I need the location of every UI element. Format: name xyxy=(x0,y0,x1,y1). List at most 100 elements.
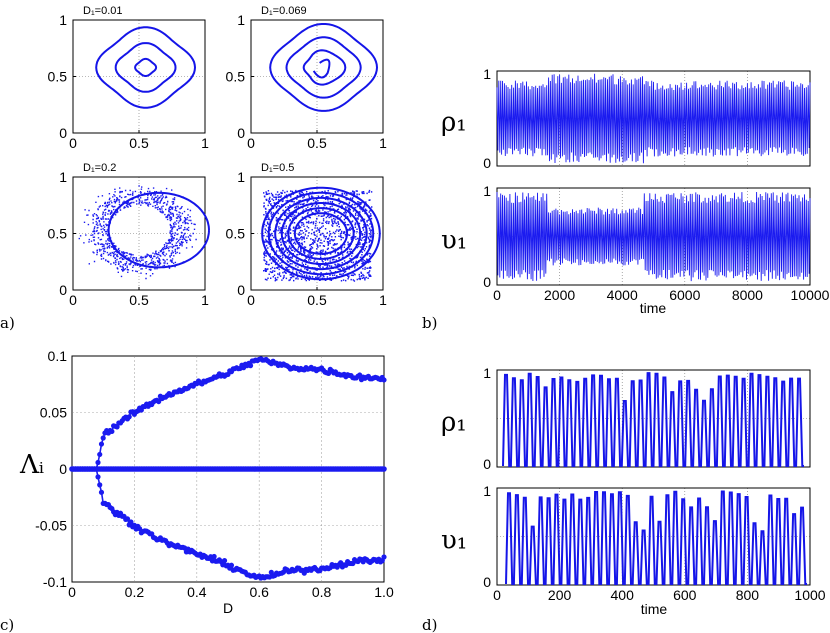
y-tick-label: 1 xyxy=(483,365,491,381)
data-point xyxy=(114,424,120,430)
data-point xyxy=(381,377,387,383)
orbit-ring xyxy=(269,23,379,112)
x-tick-label: 1 xyxy=(379,292,387,308)
data-point xyxy=(211,553,217,560)
x-tick-label: 0.2 xyxy=(125,584,145,600)
orbit-ring xyxy=(280,202,362,265)
panel-label-c: c) xyxy=(0,616,14,633)
data-point xyxy=(98,441,105,447)
x-tick-label: 1 xyxy=(201,292,209,308)
y-tick-label: 1 xyxy=(237,169,245,185)
y-tick-label: 0 xyxy=(483,456,491,472)
time-series-b-upsilon: 0 2000 4000 6000 8000 10000 0 1 υ₁ xyxy=(441,183,830,303)
time-series-d-rho: 0 1 ρ₁ xyxy=(441,365,811,472)
figure-layer: 0 0.5 1 0 0.5 1 D₁=0.01 0 0.5 1 0 0.5 1 D₁=0.069 0 0.5 1… xyxy=(0,5,830,633)
x-tick-label: 800 xyxy=(736,587,760,603)
x-tick-label: 600 xyxy=(673,587,697,603)
x-tick-label: 0 xyxy=(69,292,77,308)
orbit-ring xyxy=(312,58,331,79)
y-axis-label: υ₁ xyxy=(441,226,467,256)
data-point xyxy=(381,554,387,560)
x-tick-label: 0 xyxy=(247,135,255,151)
orbit-ring xyxy=(267,191,375,276)
y-tick-label: 1 xyxy=(483,66,491,82)
y-tick-label: 0.5 xyxy=(226,69,246,85)
data-point xyxy=(228,562,235,568)
y-axis-label: ρ₁ xyxy=(441,408,467,438)
time-series-b-rho: 0 1 ρ₁ xyxy=(441,66,811,171)
x-axis-label: D xyxy=(223,600,233,616)
y-tick-label: 0 xyxy=(59,282,67,298)
y-tick-label: 0.5 xyxy=(226,226,246,242)
x-tick-label: 0 xyxy=(493,287,501,303)
phase-plot-2: 0 0.5 1 0 0.5 1 D₁=0.069 xyxy=(226,5,388,151)
orbit-ring xyxy=(285,36,362,99)
y-axis-label: Λᵢ xyxy=(19,450,44,480)
x-axis-label: time xyxy=(640,300,667,316)
orbit-ring xyxy=(302,49,347,86)
signal-line xyxy=(496,73,811,164)
scatter-points xyxy=(78,185,197,280)
x-tick-label: 0 xyxy=(247,292,255,308)
y-tick-label: 0 xyxy=(59,461,67,477)
signal-line xyxy=(502,372,804,467)
orbit-ring xyxy=(95,26,197,109)
x-tick-label: 0.6 xyxy=(249,584,269,600)
orbit-ring xyxy=(114,42,177,93)
x-tick-label: 1.0 xyxy=(374,584,394,600)
data-point xyxy=(128,519,134,525)
panel-label-d: d) xyxy=(422,616,437,633)
lyapunov-plot: 0 0.2 0.4 0.6 0.8 1.0 -0.1 -0.05 0 0.05 0.1 D Λᵢ xyxy=(19,348,394,616)
y-tick-label: 0 xyxy=(237,282,245,298)
signal-line xyxy=(496,191,811,282)
data-point xyxy=(97,451,103,458)
y-tick-label: 0 xyxy=(59,125,67,141)
data-point xyxy=(137,526,143,532)
x-tick-label: 1000 xyxy=(794,587,825,603)
data-point xyxy=(100,435,106,441)
y-tick-label: 1 xyxy=(59,12,67,28)
data-point xyxy=(381,466,387,472)
phase-plot-1: 0 0.5 1 0 0.5 1 D₁=0.01 xyxy=(48,5,210,151)
phase-plot-3: 0 0.5 1 0 0.5 1 D₁=0.2 xyxy=(48,162,210,308)
x-tick-label: 1 xyxy=(201,135,209,151)
subplot-title: D₁=0.5 xyxy=(261,162,294,174)
y-tick-label: 1 xyxy=(237,12,245,28)
time-series-d-upsilon: 0 200 400 600 800 1000 0 1 υ₁ xyxy=(441,483,826,603)
x-tick-label: 0.4 xyxy=(187,584,207,600)
subplot-title: D₁=0.2 xyxy=(83,162,116,174)
y-tick-label: 0.05 xyxy=(40,405,67,421)
data-point xyxy=(247,363,254,369)
data-point xyxy=(95,474,101,480)
orbit-ring xyxy=(134,57,158,77)
y-axis-label: ρ₁ xyxy=(441,108,467,138)
data-point xyxy=(156,398,162,405)
x-tick-label: 0 xyxy=(69,135,77,151)
y-tick-label: 0.5 xyxy=(48,69,68,85)
x-axis-label: time xyxy=(641,601,668,617)
x-tick-label: 8000 xyxy=(732,287,763,303)
x-tick-label: 0.8 xyxy=(312,584,332,600)
signal-line xyxy=(505,490,807,585)
orbit-ring xyxy=(287,207,355,260)
panel-label-b: b) xyxy=(422,314,437,332)
orbit-ring xyxy=(261,186,381,281)
x-tick-label: 0.5 xyxy=(307,135,327,151)
x-tick-label: 0 xyxy=(493,587,501,603)
series-zero xyxy=(69,466,387,472)
data-point xyxy=(95,459,101,466)
x-tick-label: 4000 xyxy=(607,287,638,303)
y-tick-label: 1 xyxy=(483,483,491,499)
orbit-ring xyxy=(293,212,349,255)
data-point xyxy=(98,489,105,495)
x-tick-label: 6000 xyxy=(669,287,700,303)
x-tick-label: 0.5 xyxy=(129,292,149,308)
data-point xyxy=(221,558,228,564)
data-point xyxy=(301,570,307,576)
subplot-title: D₁=0.069 xyxy=(261,5,307,17)
panel-label-a: a) xyxy=(0,314,15,332)
y-tick-label: 0 xyxy=(483,274,491,290)
data-point xyxy=(97,482,103,488)
y-axis-label: υ₁ xyxy=(441,526,467,556)
